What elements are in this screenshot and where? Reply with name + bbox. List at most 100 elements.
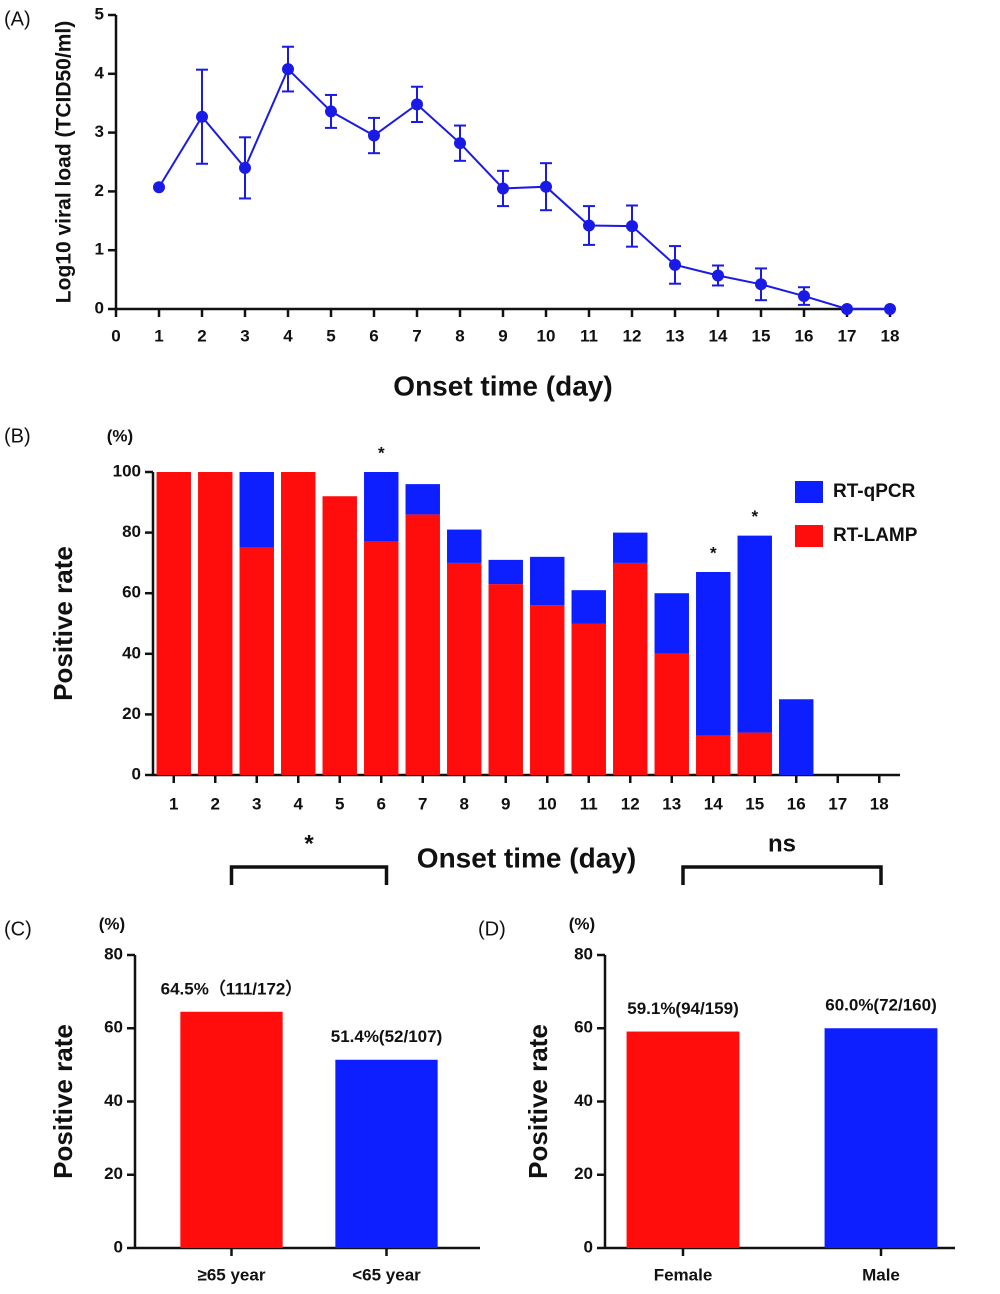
bar-segment	[571, 623, 606, 775]
y-unit: (%)	[107, 426, 133, 445]
y-axis-label: Positive rate	[48, 1024, 78, 1179]
point	[454, 137, 466, 150]
panel-label: (C)	[4, 918, 32, 940]
panel-label: (A)	[4, 8, 31, 30]
legend-label: RT-qPCR	[833, 481, 916, 502]
point	[153, 181, 165, 194]
bar	[626, 1031, 740, 1248]
x-tick-label: 8	[455, 326, 464, 345]
y-tick-label: 4	[95, 63, 105, 82]
x-tick-label: 3	[252, 794, 261, 813]
y-unit: (%)	[569, 914, 595, 933]
x-tick-label: 2	[197, 326, 206, 345]
annotation: ns	[768, 830, 796, 857]
point	[239, 161, 251, 174]
y-tick-label: 5	[95, 4, 104, 23]
point	[497, 182, 509, 195]
line	[158, 67, 890, 310]
x-tick-label: 4	[283, 326, 293, 345]
point	[325, 105, 337, 118]
y-unit: (%)	[99, 914, 125, 933]
y-tick-label: 3	[95, 122, 104, 141]
y-tick-label: 60	[574, 1018, 593, 1037]
x-tick-label: 7	[418, 794, 427, 813]
bar-segment	[696, 735, 731, 775]
x-tick-label: 9	[498, 326, 507, 345]
bar-segment	[654, 593, 689, 654]
bar-segment	[239, 472, 274, 548]
x-tick-label: 18	[870, 794, 889, 813]
x-tick-label: 1	[154, 326, 163, 345]
x-tick-label: 3	[240, 326, 249, 345]
bar-segment	[530, 556, 565, 606]
x-tick-label: 13	[662, 794, 681, 813]
annotation: *	[710, 543, 717, 562]
y-tick-label: 40	[122, 643, 141, 662]
x-tick-label: 4	[294, 794, 304, 813]
y-tick-label: 80	[574, 944, 593, 963]
x-tick-label: 16	[787, 794, 806, 813]
x-tick-label: 0	[111, 326, 120, 345]
x-tick-label: 18	[881, 326, 900, 345]
y-tick-label: 80	[104, 944, 123, 963]
y-tick-label: 2	[95, 181, 104, 200]
bar-segment	[405, 484, 440, 515]
annotation: *	[378, 443, 385, 462]
y-tick-label: 0	[584, 1237, 593, 1256]
bar-segment	[530, 605, 565, 775]
bar-segment	[613, 562, 648, 775]
x-tick-label: 17	[838, 326, 857, 345]
x-tick-label: ≥65 year	[198, 1265, 266, 1284]
x-tick-label: 14	[709, 326, 728, 345]
y-tick-label: 20	[574, 1164, 593, 1183]
bar	[335, 1059, 438, 1248]
bar-segment	[447, 529, 482, 563]
bar	[824, 1028, 938, 1248]
y-tick-label: 0	[132, 764, 141, 783]
bar	[180, 1011, 283, 1248]
x-axis-label: Onset time (day)	[417, 842, 636, 873]
point	[540, 180, 552, 193]
point	[755, 278, 767, 291]
bar-segment	[488, 559, 523, 585]
x-tick-label: 12	[621, 794, 640, 813]
x-tick-label: 2	[211, 794, 220, 813]
point	[196, 110, 208, 123]
x-tick-label: 9	[501, 794, 510, 813]
bar-segment	[613, 532, 648, 563]
y-tick-label: 1	[95, 240, 104, 259]
bar-segment	[198, 472, 233, 775]
x-tick-label: 10	[537, 326, 556, 345]
x-tick-label: 1	[169, 794, 178, 813]
y-tick-label: 60	[122, 583, 141, 602]
bar-segment	[779, 699, 814, 775]
bar-segment	[364, 541, 399, 775]
bar-segment	[322, 496, 357, 775]
panel-label: (B)	[4, 425, 31, 447]
bar-segment	[737, 535, 772, 733]
bar-segment	[696, 571, 731, 736]
bar-segment	[405, 514, 440, 775]
value-label: 64.5%（111/172）	[161, 978, 303, 998]
y-tick-label: 20	[122, 704, 141, 723]
x-tick-label: 15	[745, 794, 764, 813]
y-tick-label: 0	[114, 1237, 123, 1256]
point	[669, 258, 681, 271]
x-tick-label: 6	[369, 326, 378, 345]
y-axis-label: Positive rate	[523, 1024, 553, 1179]
y-axis-label: Log10 viral load (TCID50/ml)	[53, 21, 76, 303]
bar-segment	[156, 472, 191, 775]
x-tick-label: 8	[460, 794, 469, 813]
x-tick-label: 5	[326, 326, 335, 345]
y-tick-label: 80	[122, 522, 141, 541]
point	[798, 290, 810, 303]
y-axis-label: Positive rate	[48, 546, 78, 701]
x-tick-label: 11	[580, 326, 598, 345]
annotation: *	[751, 507, 758, 526]
point	[583, 219, 595, 232]
point	[884, 303, 896, 315]
y-tick-label: 40	[104, 1091, 123, 1110]
bar-segment	[737, 732, 772, 775]
significance-bracket	[229, 865, 389, 885]
bar-segment	[654, 653, 689, 775]
